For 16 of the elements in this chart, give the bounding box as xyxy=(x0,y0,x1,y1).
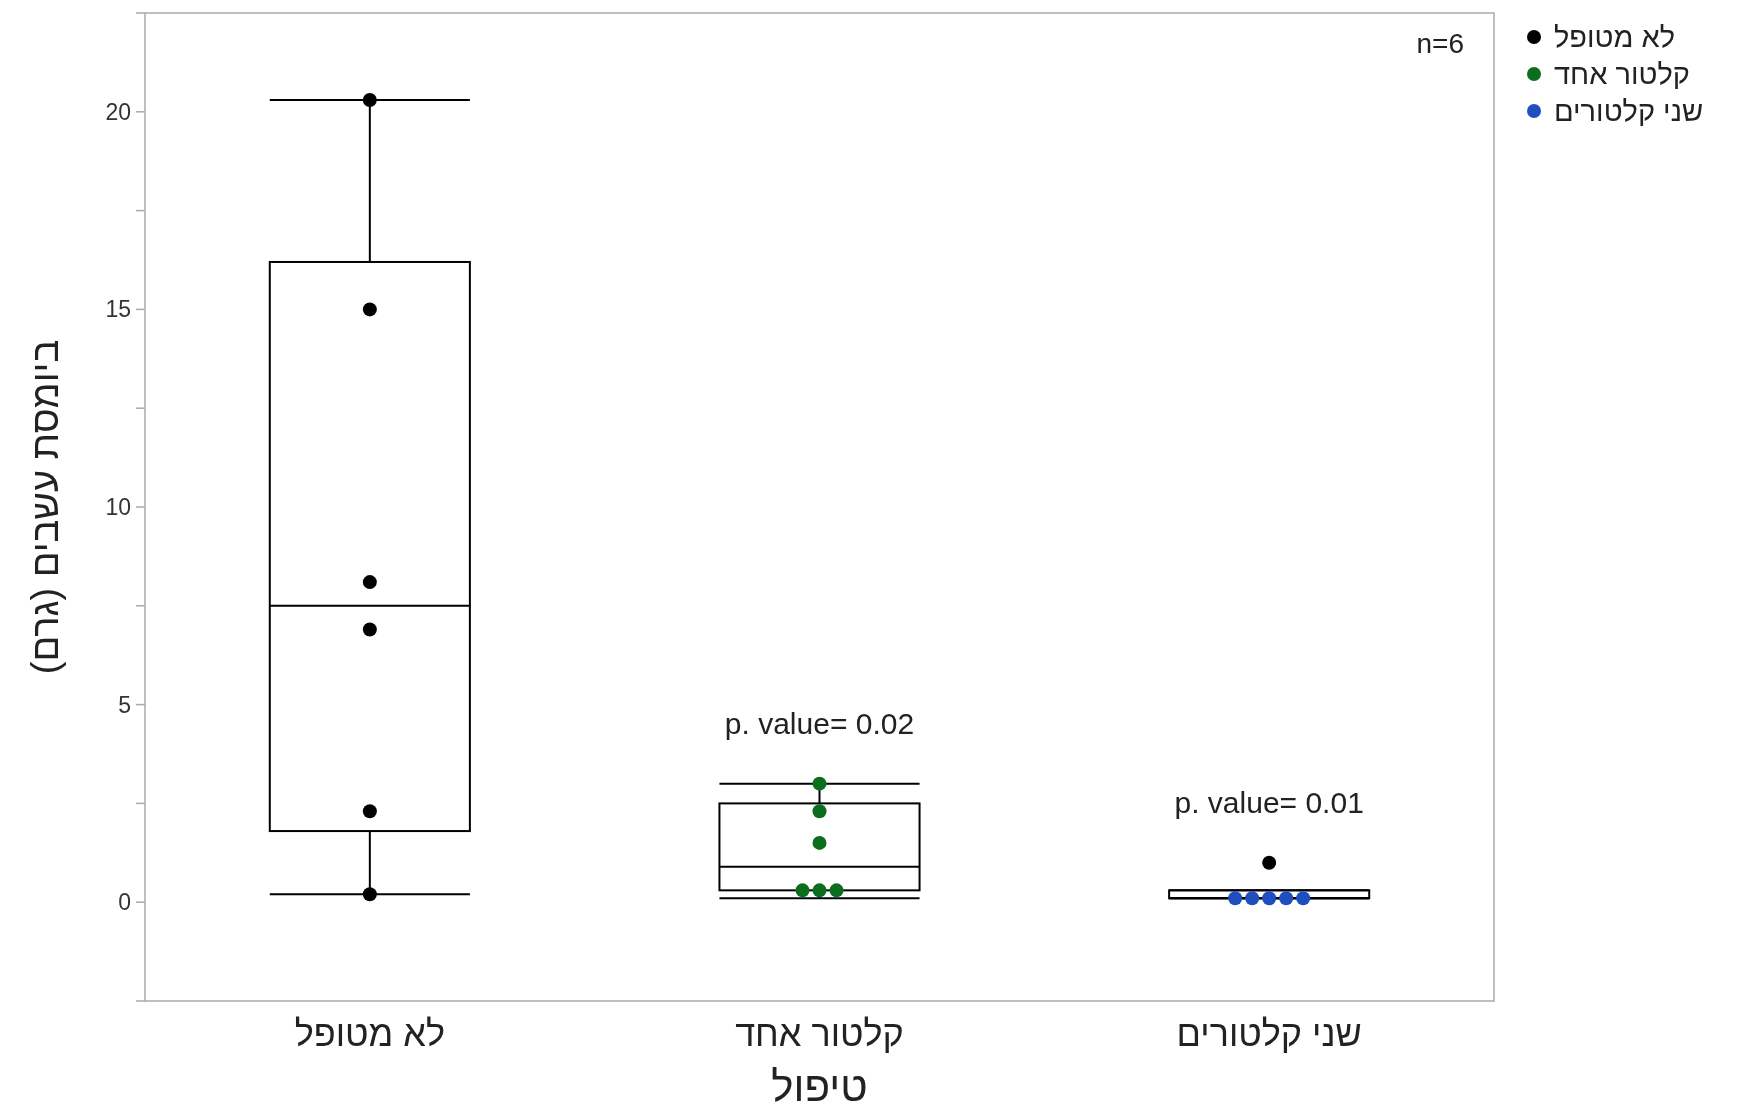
y-tick-label: 0 xyxy=(118,889,131,916)
annotation: n=6 xyxy=(1416,28,1464,59)
legend-label: לא מטופל xyxy=(1554,21,1676,53)
x-tick-label: שני קלטורים xyxy=(1176,1013,1362,1054)
y-tick-label: 5 xyxy=(118,691,131,718)
y-tick-label: 10 xyxy=(105,494,131,520)
y-axis-title: ביומסת עשבים (גרם) xyxy=(24,339,66,675)
y-tick-label: 15 xyxy=(105,296,131,323)
annotation: p. value= 0.02 xyxy=(724,706,915,740)
annotation: p. value= 0.01 xyxy=(1174,785,1364,819)
x-tick-label: קלטור אחד xyxy=(735,1013,904,1054)
legend-label: שני קלטורים xyxy=(1554,95,1704,127)
x-tick-label: לא מטופל xyxy=(294,1013,445,1054)
y-tick-label: 20 xyxy=(105,98,131,125)
x-axis-title: טיפול xyxy=(771,1063,868,1110)
legend-label: קלטור אחד xyxy=(1554,58,1690,90)
